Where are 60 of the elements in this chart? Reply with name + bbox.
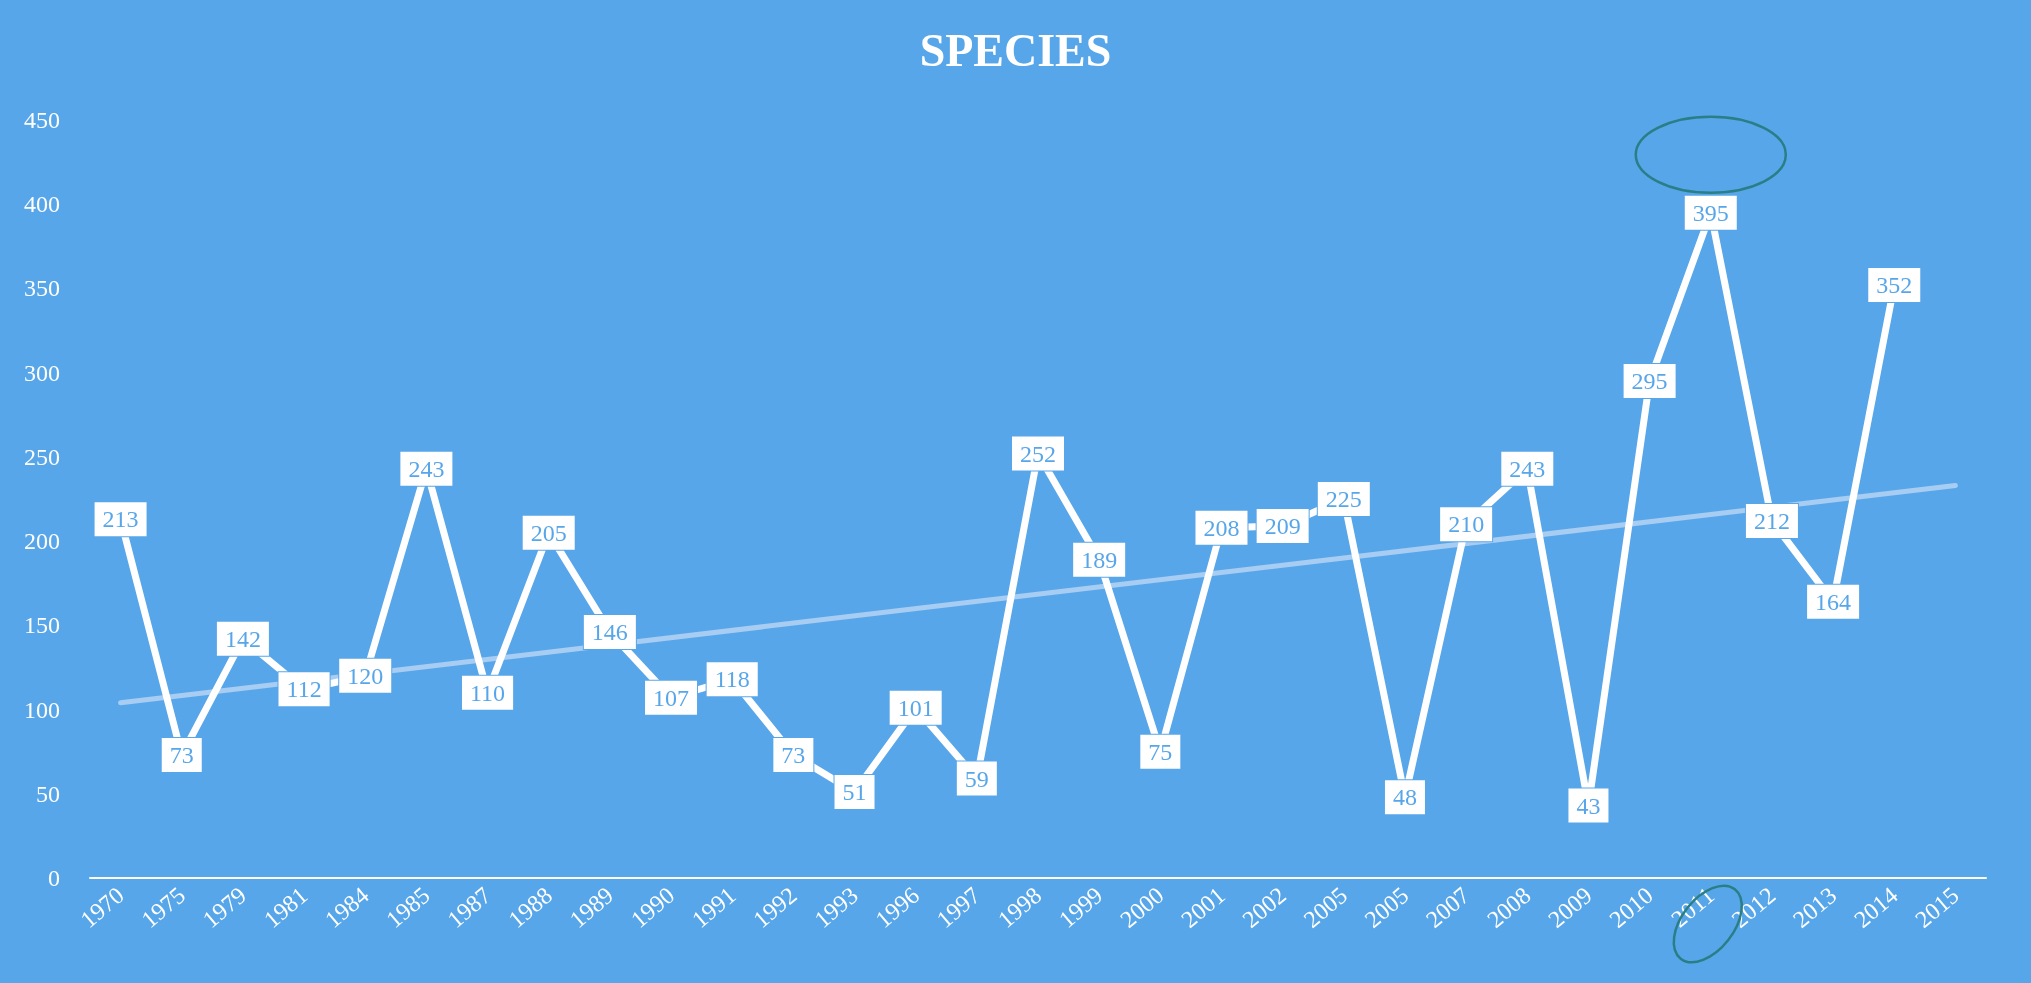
data-label: 59	[964, 765, 989, 792]
y-tick-label: 250	[24, 443, 60, 470]
data-label: 352	[1876, 272, 1913, 299]
y-tick-label: 0	[48, 865, 60, 891]
x-tick-label: 1992	[748, 882, 802, 933]
data-label: 164	[1815, 588, 1852, 615]
x-tick-label: 2002	[1237, 882, 1291, 933]
data-label: 48	[1392, 784, 1417, 811]
data-label: 189	[1081, 546, 1118, 573]
x-tick-label: 1979	[197, 882, 252, 933]
data-label: 225	[1325, 486, 1362, 512]
data-label: 51	[842, 779, 867, 806]
data-label: 43	[1576, 792, 1601, 819]
x-tick-label: 1970	[75, 882, 129, 933]
data-label: 209	[1264, 512, 1301, 539]
y-tick-label: 50	[36, 780, 60, 807]
x-tick-label: 2009	[1543, 882, 1597, 933]
data-label: 110	[469, 679, 506, 706]
data-label: 120	[347, 662, 384, 689]
x-tick-label: 2001	[1176, 882, 1230, 933]
x-tick-label: 1990	[625, 882, 680, 933]
data-label: 243	[408, 455, 445, 482]
data-label: 212	[1753, 507, 1790, 534]
x-tick-label: 2012	[1726, 882, 1781, 933]
x-tick-label: 2010	[1604, 882, 1658, 933]
data-label: 395	[1692, 199, 1729, 226]
data-label: 208	[1203, 514, 1240, 541]
y-tick-label: 300	[24, 359, 60, 386]
data-label: 252	[1020, 440, 1056, 467]
x-tick-label: 1999	[1054, 882, 1108, 933]
y-tick-label: 350	[24, 275, 60, 302]
x-tick-label: 2013	[1787, 882, 1842, 933]
x-tick-label: 1998	[992, 882, 1047, 933]
y-tick-label: 150	[24, 612, 60, 639]
data-label: 101	[897, 694, 934, 721]
data-label: 112	[286, 676, 322, 703]
data-label: 73	[781, 742, 806, 769]
y-tick-label: 200	[24, 528, 60, 555]
x-tick-label: 2000	[1115, 882, 1169, 933]
data-label: 107	[653, 684, 690, 711]
x-tick-label: 1991	[687, 882, 741, 933]
data-label: 146	[591, 619, 628, 646]
data-label: 205	[530, 519, 567, 546]
chart-title: SPECIES	[919, 24, 1112, 76]
data-label: 118	[714, 666, 750, 693]
x-tick-label: 2008	[1482, 882, 1536, 933]
x-tick-label: 1981	[258, 882, 313, 933]
data-label: 75	[1148, 738, 1173, 765]
data-label: 213	[102, 506, 139, 533]
data-label: 210	[1448, 511, 1485, 538]
data-label: 73	[169, 742, 194, 769]
y-tick-label: 100	[24, 696, 60, 723]
y-tick-label: 400	[24, 191, 60, 218]
data-label: 295	[1631, 368, 1668, 395]
data-label: 142	[224, 625, 261, 652]
data-label: 243	[1509, 455, 1546, 482]
y-tick-label: 450	[24, 107, 60, 133]
x-tick-label: 1993	[809, 882, 863, 933]
x-tick-label: 1989	[564, 882, 619, 933]
x-tick-label: 1988	[503, 882, 558, 933]
